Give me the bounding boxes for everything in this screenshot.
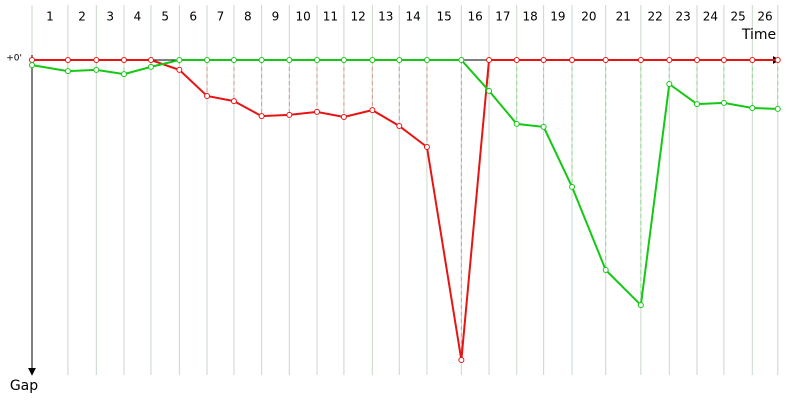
point: [176, 66, 183, 73]
lap-label: 25: [730, 10, 745, 24]
point: [64, 68, 71, 75]
point: [230, 98, 237, 105]
lap-label: 19: [550, 10, 565, 24]
point: [720, 99, 727, 106]
lap-label: 23: [675, 10, 690, 24]
point: [204, 93, 211, 99]
point: [602, 267, 609, 273]
point: [693, 101, 700, 108]
point: [540, 57, 547, 63]
point: [423, 57, 430, 63]
point: [602, 57, 609, 63]
lap-label: 1: [46, 10, 54, 24]
lap-label: 15: [437, 10, 452, 24]
point: [121, 71, 128, 78]
point: [147, 63, 154, 70]
y-tick-label: +0': [6, 54, 22, 64]
point: [204, 57, 211, 63]
lap-label: 12: [350, 10, 365, 24]
point: [369, 57, 376, 63]
point: [258, 113, 265, 120]
point: [423, 144, 430, 150]
lap-label: 26: [757, 10, 772, 24]
point: [29, 57, 35, 63]
x-axis-label: Time: [741, 27, 776, 43]
point: [749, 105, 756, 111]
point: [121, 57, 128, 63]
y-axis-label: Gap: [10, 378, 38, 394]
lap-label: 18: [523, 10, 538, 24]
point: [29, 62, 35, 69]
point: [396, 123, 403, 129]
lap-label: 8: [244, 10, 252, 24]
lap-label: 13: [378, 10, 393, 24]
lap-label: 11: [323, 10, 338, 24]
lap-label: 6: [189, 10, 197, 24]
point: [540, 123, 547, 130]
point: [637, 302, 644, 309]
point: [458, 57, 465, 63]
point: [147, 57, 154, 63]
lap-label: 5: [161, 10, 169, 24]
point: [340, 114, 347, 120]
point: [64, 57, 71, 63]
point: [774, 105, 781, 112]
lap-label: 3: [106, 10, 114, 24]
lap-label: 22: [647, 10, 662, 24]
point: [286, 111, 293, 118]
lap-label: 4: [134, 10, 142, 24]
point: [313, 108, 320, 115]
lap-label: 20: [581, 10, 596, 24]
lap-label: 16: [468, 10, 483, 24]
point: [286, 57, 293, 63]
lap-label: 7: [217, 10, 225, 24]
point: [93, 57, 100, 63]
point: [458, 357, 465, 363]
point: [666, 57, 673, 63]
point: [774, 57, 781, 63]
point: [176, 57, 183, 63]
lap-label: 9: [272, 10, 280, 24]
point: [340, 57, 347, 63]
point: [313, 57, 320, 63]
lap-label: 21: [616, 10, 631, 24]
point: [666, 81, 673, 87]
lap-label: 14: [405, 10, 420, 24]
lap-label: 17: [495, 10, 510, 24]
point: [569, 183, 576, 190]
point: [720, 57, 727, 63]
point: [637, 57, 644, 63]
point: [369, 107, 376, 114]
point: [396, 57, 403, 63]
point: [513, 57, 520, 63]
lap-label: 2: [78, 10, 86, 24]
point: [569, 57, 576, 63]
lap-label: 10: [296, 10, 311, 24]
point: [693, 57, 700, 63]
point: [230, 57, 237, 63]
point: [486, 87, 493, 94]
point: [258, 57, 265, 63]
series-line: [31, 59, 778, 308]
point: [486, 57, 493, 63]
lap-label: 24: [703, 10, 718, 24]
point: [513, 120, 520, 127]
point: [93, 66, 100, 73]
point: [749, 57, 756, 63]
